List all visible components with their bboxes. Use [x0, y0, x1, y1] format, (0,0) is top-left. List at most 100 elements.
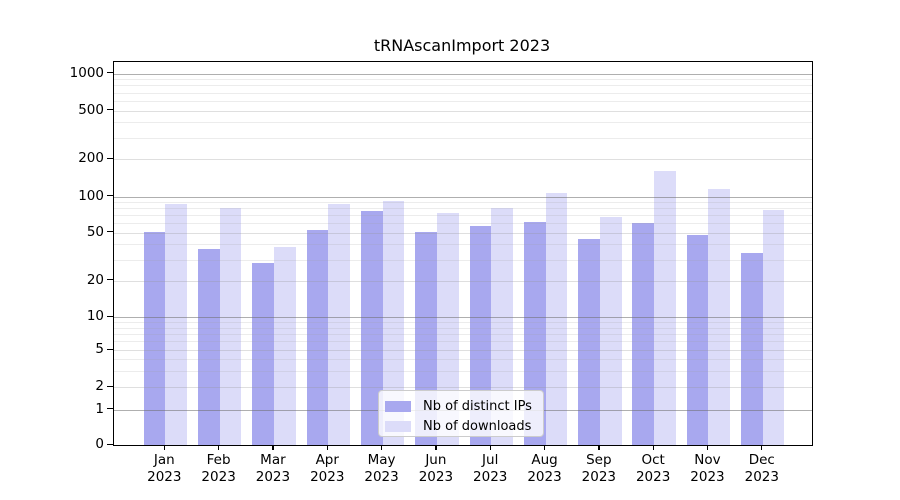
y-tick-mark-500 — [107, 109, 113, 111]
gridline-500 — [114, 110, 812, 112]
gridline-70 — [114, 215, 812, 217]
gridline-900 — [114, 79, 812, 81]
bar-downloads-may — [382, 200, 405, 445]
bar-distinct-ips-nov — [686, 234, 709, 445]
y-tick-mark-50 — [107, 231, 113, 233]
x-tick-mark-feb — [218, 444, 220, 450]
plot-area — [113, 61, 813, 446]
gridline-4 — [114, 359, 812, 360]
y-tick-mark-100 — [107, 195, 113, 197]
y-tick-label-200: 200 — [78, 150, 104, 167]
y-tick-label-500: 500 — [78, 101, 104, 118]
bar-downloads-sep — [599, 216, 622, 445]
gridline-20 — [114, 280, 812, 282]
x-tick-label-feb: Feb 2023 — [201, 452, 236, 485]
x-tick-label-jun: Jun 2023 — [418, 452, 454, 485]
bar-distinct-ips-sep — [578, 239, 600, 445]
x-tick-mark-jan — [163, 444, 165, 450]
x-tick-mark-jul — [489, 444, 491, 450]
gridline-80 — [114, 208, 812, 210]
y-tick-mark-20 — [107, 279, 113, 281]
gridline-40 — [114, 244, 812, 246]
x-tick-mark-oct — [652, 444, 654, 450]
bar-distinct-ips-apr — [306, 229, 329, 445]
bar-distinct-ips-oct — [632, 223, 655, 445]
gridline-5 — [114, 350, 812, 351]
x-tick-mark-dec — [761, 444, 763, 450]
bar-distinct-ips-dec — [741, 252, 763, 445]
legend-row-downloads: Nb of downloads — [385, 417, 537, 435]
y-tick-label-100: 100 — [78, 187, 104, 204]
gridline-90 — [114, 202, 812, 203]
chart-title: tRNAscanImport 2023 — [373, 36, 551, 55]
gridline-200 — [114, 159, 812, 161]
x-tick-label-oct: Oct 2023 — [635, 452, 671, 485]
x-tick-label-aug: Aug 2023 — [527, 452, 562, 485]
bar-distinct-ips-may — [360, 210, 383, 445]
y-tick-label-2: 2 — [95, 378, 104, 394]
gridline-3 — [114, 370, 812, 372]
bar-distinct-ips-mar — [252, 263, 274, 445]
bar-downloads-mar — [273, 247, 296, 445]
x-tick-label-sep: Sep 2023 — [581, 452, 617, 485]
x-tick-label-jan: Jan 2023 — [147, 452, 182, 485]
y-tick-label-1000: 1000 — [69, 64, 104, 81]
y-tick-label-20: 20 — [86, 271, 104, 288]
legend-label-downloads: Nb of downloads — [423, 418, 532, 434]
y-tick-mark-1000 — [107, 72, 113, 74]
gridline-60 — [114, 223, 812, 225]
x-tick-mark-apr — [326, 444, 328, 450]
x-tick-label-dec: Dec 2023 — [744, 452, 779, 485]
gridline-6 — [114, 341, 812, 343]
bar-distinct-ips-aug — [523, 221, 546, 445]
bar-downloads-jul — [491, 207, 513, 445]
y-tick-mark-200 — [107, 157, 113, 160]
y-tick-mark-2 — [107, 385, 113, 387]
bar-downloads-jan — [165, 203, 187, 445]
gridline-800 — [114, 85, 812, 87]
y-tick-mark-0 — [107, 443, 113, 445]
legend-swatch-distinct-ips — [385, 400, 411, 412]
x-tick-mark-nov — [706, 444, 709, 450]
x-tick-label-mar: Mar 2023 — [255, 452, 291, 485]
legend-row-distinct-ips: Nb of distinct IPs — [385, 397, 537, 415]
gridline-8 — [114, 327, 812, 329]
gridline-9 — [114, 322, 812, 324]
bar-downloads-apr — [328, 204, 350, 445]
gridline-10 — [114, 317, 812, 318]
bar-downloads-jun — [436, 212, 459, 445]
y-tick-mark-10 — [107, 315, 113, 317]
legend-label-distinct-ips: Nb of distinct IPs — [423, 398, 532, 414]
y-tick-label-1: 1 — [95, 400, 104, 417]
gridline-600 — [114, 100, 812, 102]
gridline-300 — [114, 137, 812, 139]
x-tick-mark-mar — [272, 444, 274, 450]
legend: Nb of distinct IPs Nb of downloads — [378, 390, 544, 437]
gridline-7 — [114, 333, 812, 335]
y-tick-label-0: 0 — [95, 436, 104, 452]
bar-distinct-ips-feb — [197, 248, 220, 445]
y-tick-mark-1 — [107, 408, 113, 410]
gridline-1000 — [114, 73, 812, 75]
gridline-100 — [114, 196, 812, 198]
gridline-700 — [114, 92, 812, 94]
x-tick-mark-jun — [435, 444, 437, 450]
y-tick-label-50: 50 — [86, 223, 104, 240]
x-tick-mark-sep — [598, 444, 600, 450]
gridline-400 — [114, 122, 812, 124]
bar-distinct-ips-jan — [143, 231, 166, 445]
gridline-50 — [114, 232, 812, 234]
gridline-2 — [114, 387, 812, 388]
y-tick-mark-5 — [107, 348, 113, 350]
x-tick-label-apr: Apr 2023 — [310, 452, 345, 485]
y-tick-label-10: 10 — [86, 308, 104, 324]
x-tick-label-nov: Nov 2023 — [690, 452, 725, 485]
legend-swatch-downloads — [385, 420, 411, 432]
x-tick-label-may: May 2023 — [364, 452, 399, 485]
x-tick-mark-may — [381, 444, 383, 450]
y-tick-label-5: 5 — [95, 341, 104, 357]
x-tick-mark-aug — [544, 444, 546, 450]
x-tick-label-jul: Jul 2023 — [473, 452, 508, 485]
bar-downloads-aug — [545, 193, 568, 445]
